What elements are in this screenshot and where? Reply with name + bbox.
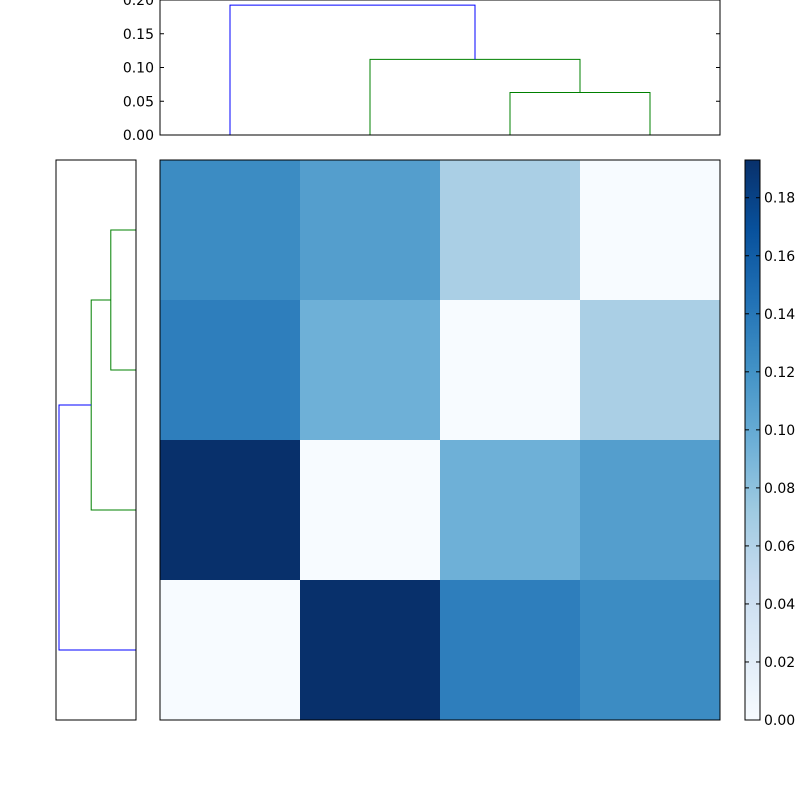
colorbar-tick-label: 0.18: [764, 191, 795, 207]
top-dendrogram-link: [369, 58, 581, 135]
heatmap-cell: [440, 160, 581, 301]
colorbar-tick-label: 0.12: [764, 365, 795, 381]
y-tick-label: 0.20: [123, 0, 154, 9]
heatmap-cell: [300, 300, 441, 441]
heatmap-cell: [440, 440, 581, 581]
heatmap-cell: [160, 440, 301, 581]
heatmap-cell: [160, 580, 301, 721]
top-dendrogram-link: [229, 4, 476, 135]
heatmap-cell: [300, 440, 441, 581]
colorbar-tick-label: 0.06: [764, 539, 795, 555]
top-dendrogram-frame: [159, 0, 721, 136]
left-dendrogram-frame: [55, 159, 137, 721]
left-dendrogram-link: [90, 299, 136, 511]
y-tick-label: 0.05: [123, 94, 154, 110]
heatmap-cell: [160, 300, 301, 441]
left-dendrogram-link: [58, 404, 136, 651]
colorbar-tick-label: 0.00: [764, 713, 795, 729]
y-tick-label: 0.00: [123, 128, 154, 144]
heatmap-cell: [580, 580, 721, 721]
heatmap-cell: [580, 440, 721, 581]
heatmap-cell: [300, 160, 441, 301]
heatmap-cell: [300, 580, 441, 721]
heatmap-cell: [580, 160, 721, 301]
top-dendrogram-link: [509, 91, 651, 135]
y-tick-label: 0.15: [123, 27, 154, 43]
colorbar-tick-label: 0.02: [764, 655, 795, 671]
heatmap-cell: [580, 300, 721, 441]
heatmap-cell: [160, 160, 301, 301]
colorbar-tick-label: 0.08: [764, 481, 795, 497]
colorbar-tick-label: 0.10: [764, 423, 795, 439]
heatmap-cell: [440, 580, 581, 721]
heatmap-cell: [440, 300, 581, 441]
colorbar-tick-label: 0.14: [764, 307, 795, 323]
colorbar-tick-label: 0.16: [764, 249, 795, 265]
heatmap-frame: [159, 159, 721, 721]
left-dendrogram-link: [110, 229, 136, 371]
colorbar: [744, 159, 761, 721]
colorbar-tick-label: 0.04: [764, 597, 795, 613]
y-tick-label: 0.10: [123, 61, 154, 77]
